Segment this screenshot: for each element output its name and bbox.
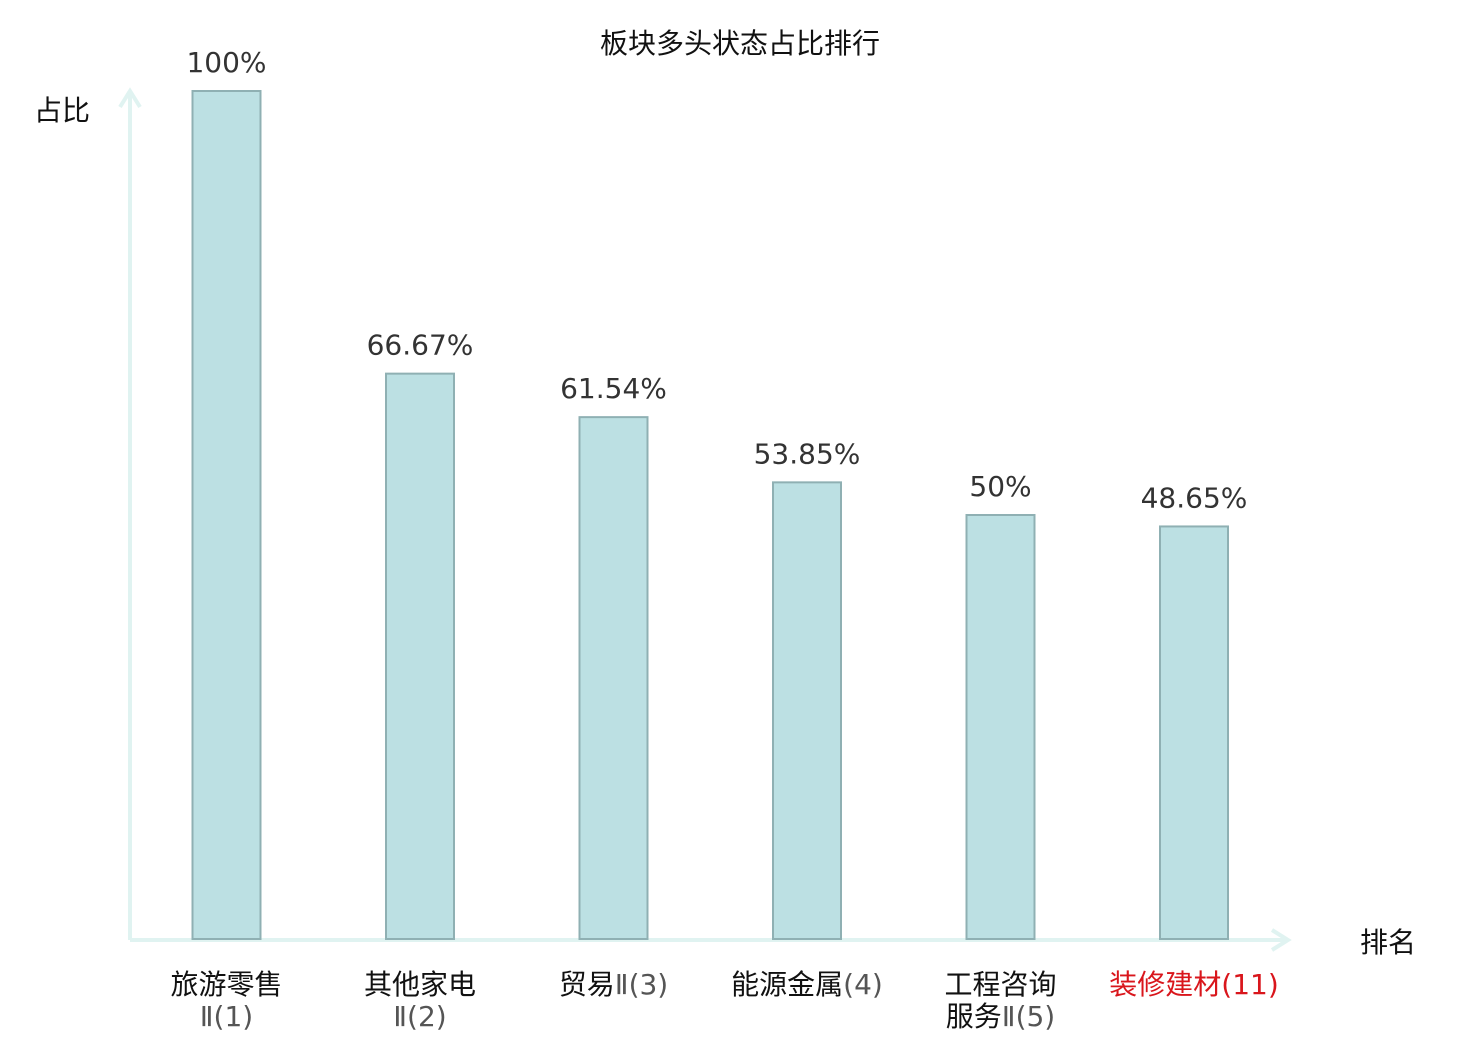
category-label-5: 工程咨询服务Ⅱ(5)	[944, 968, 1056, 1033]
category-label-3: 贸易Ⅱ(3)	[559, 968, 668, 1001]
bar-2	[385, 372, 455, 940]
y-axis-arrow	[118, 87, 142, 109]
category-label-4: 能源金属(4)	[731, 968, 883, 1001]
bar-1	[191, 90, 262, 940]
bar-5	[965, 514, 1036, 940]
x-axis-label: 排名	[1360, 926, 1416, 959]
category-labels: 旅游零售 Ⅱ(1) 其他家电 Ⅱ(2) 贸易Ⅱ(3) 能源金属(4) 工程咨询服务Ⅱ(5) 装…	[170, 968, 1278, 1033]
x-axis-arrow	[1270, 928, 1292, 952]
value-label-2: 66.67%	[367, 329, 474, 362]
category-label-2: 其他家电 Ⅱ(2)	[364, 968, 476, 1033]
bars	[191, 90, 1229, 940]
chart-title: 板块多头状态占比排行	[600, 27, 880, 60]
bar-6	[1159, 525, 1229, 940]
bar-3	[578, 416, 649, 940]
value-labels: 100% 66.67% 61.54% 53.85% 50% 48.65%	[186, 46, 1247, 514]
y-axis-label: 占比	[34, 94, 90, 127]
value-label-5: 50%	[969, 470, 1031, 503]
axes	[118, 87, 1292, 952]
category-label-6: 装修建材(11)	[1109, 968, 1279, 1001]
value-label-6: 48.65%	[1141, 481, 1248, 514]
value-label-4: 53.85%	[754, 437, 861, 470]
value-label-3: 61.54%	[560, 372, 667, 405]
bar-4	[772, 481, 842, 940]
value-label-1: 100%	[186, 46, 266, 79]
category-label-1: 旅游零售 Ⅱ(1)	[170, 968, 282, 1033]
